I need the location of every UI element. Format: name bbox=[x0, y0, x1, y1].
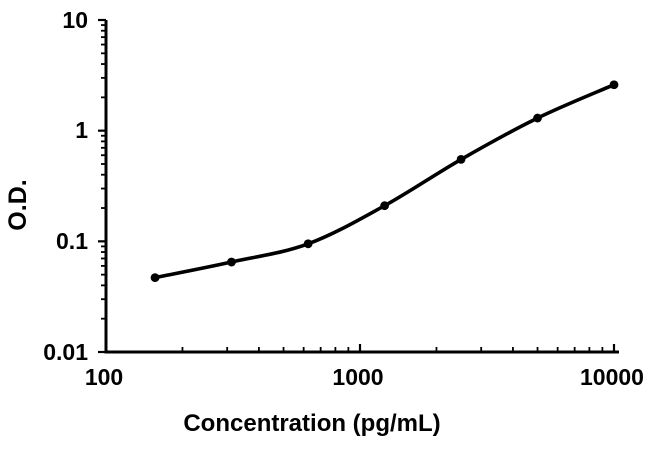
data-point-marker-1250 bbox=[380, 201, 390, 211]
y-axis-title: O.D. bbox=[4, 179, 32, 231]
y-axis-tick-label-10: 10 bbox=[62, 7, 88, 33]
y-axis-tick-label-0.1: 0.1 bbox=[56, 228, 88, 254]
data-point-marker-312 bbox=[227, 257, 236, 267]
x-axis-title: Concentration (pg/mL) bbox=[183, 410, 441, 437]
standard-curve-line bbox=[153, 82, 616, 280]
x-axis-tick-label-10000: 10000 bbox=[580, 364, 644, 390]
y-axis-tick-label-0.01: 0.01 bbox=[43, 339, 88, 365]
x-axis-tick-label-100: 100 bbox=[84, 364, 124, 390]
data-point-marker-156 bbox=[150, 273, 160, 283]
y-axis-tick-label-1: 1 bbox=[75, 117, 88, 143]
data-point-marker-625 bbox=[303, 239, 313, 249]
data-point-marker-2500 bbox=[456, 154, 466, 164]
data-point-marker-10000 bbox=[609, 80, 619, 90]
x-axis-tick-label-1000: 1000 bbox=[332, 364, 384, 390]
data-point-marker-5000 bbox=[533, 113, 542, 123]
